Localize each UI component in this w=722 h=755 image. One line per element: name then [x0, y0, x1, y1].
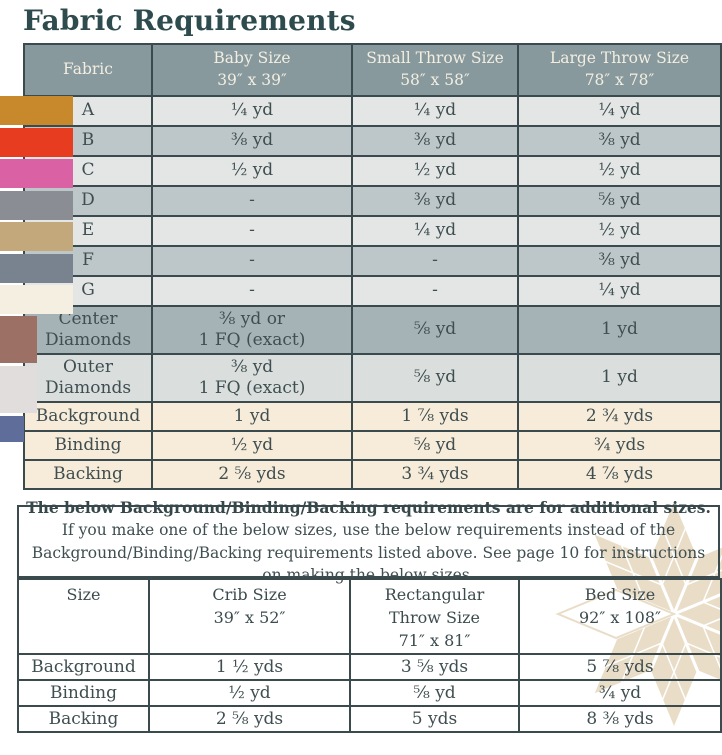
fabric-row-e: E - ¼ yd ½ yd — [23, 215, 722, 247]
fabric-swatch-g — [0, 285, 73, 314]
yardage-cell: ¼ yd — [517, 275, 722, 307]
yardage-cell: 4 ⅞ yds — [517, 459, 722, 490]
yardage-cell: ½ yd — [517, 215, 722, 247]
yardage-cell: ⅜ yd — [517, 125, 722, 157]
header-row: Fabric Baby Size 39″ x 39″ Small Throw S… — [23, 43, 722, 97]
yardage-cell: ¼ yd — [151, 95, 353, 127]
backing-row: Backing 2 ⅝ yds 5 yds 8 ⅜ yds — [17, 704, 722, 733]
fabric-requirements-table: Fabric Baby Size 39″ x 39″ Small Throw S… — [23, 43, 722, 490]
yardage-cell: ½ yd — [148, 678, 351, 707]
yardage-cell: ⅝ yd — [351, 305, 519, 355]
yardage-cell: 1 yd — [151, 401, 353, 432]
note-rest-text: If you make one of the below sizes, use … — [31, 521, 706, 584]
fabric-label: Background — [23, 401, 153, 432]
col-header-rectangular-throw-size: Rectangular Throw Size 71″ x 81″ — [349, 578, 520, 655]
yardage-cell: 5 yds — [349, 704, 520, 733]
fabric-row-d: D - ⅜ yd ⅝ yd — [23, 185, 722, 217]
yardage-cell: 1 yd — [517, 305, 722, 355]
yardage-cell: ¼ yd — [517, 95, 722, 127]
fabric-label: Outer Diamonds — [23, 353, 153, 403]
note-bold-text: The below Background/Binding/Backing req… — [26, 497, 711, 517]
yardage-cell: ½ yd — [151, 430, 353, 461]
background-row: Background 1 yd 1 ⅞ yds 2 ¾ yds — [23, 401, 722, 432]
yardage-cell: ¾ yds — [517, 430, 722, 461]
yardage-cell: ½ yd — [151, 155, 353, 187]
col-header-fabric: Fabric — [23, 43, 153, 97]
fabric-swatch-e — [0, 222, 73, 251]
binding-row: Binding ½ yd ⅝ yd ¾ yd — [17, 678, 722, 707]
size-label: Backing — [17, 704, 150, 733]
col-header-small-throw-size: Small Throw Size 58″ x 58″ — [351, 43, 519, 97]
yardage-cell: ¼ yd — [351, 215, 519, 247]
center-diamonds-row: Center Diamonds ⅜ yd or 1 FQ (exact) ⅝ y… — [23, 305, 722, 355]
col-header-large-throw-size: Large Throw Size 78″ x 78″ — [517, 43, 722, 97]
yardage-cell: 1 ⅞ yds — [351, 401, 519, 432]
yardage-cell: - — [151, 185, 353, 217]
yardage-cell: - — [151, 215, 353, 247]
yardage-cell: - — [151, 275, 353, 307]
yardage-cell: ⅜ yd 1 FQ (exact) — [151, 353, 353, 403]
yardage-cell: ⅝ yd — [517, 185, 722, 217]
size-label: Binding — [17, 678, 150, 707]
yardage-cell: ½ yd — [517, 155, 722, 187]
yardage-cell: 3 ¾ yds — [351, 459, 519, 490]
col-header-baby-size: Baby Size 39″ x 39″ — [151, 43, 353, 97]
yardage-cell: ½ yd — [351, 155, 519, 187]
fabric-row-b: B ⅜ yd ⅜ yd ⅜ yd — [23, 125, 722, 157]
yardage-cell: 1 ½ yds — [148, 652, 351, 681]
yardage-cell: - — [351, 275, 519, 307]
yardage-cell: ⅜ yd — [517, 245, 722, 277]
yardage-cell: 2 ¾ yds — [517, 401, 722, 432]
binding-row: Binding ½ yd ⅝ yd ¾ yds — [23, 430, 722, 461]
yardage-cell: 8 ⅜ yds — [518, 704, 722, 733]
note-text: The below Background/Binding/Backing req… — [19, 497, 718, 587]
col-header-size: Size — [17, 578, 150, 655]
col-header-bed-size: Bed Size 92″ x 108″ — [518, 578, 722, 655]
fabric-swatch-center-diamonds — [0, 316, 37, 363]
yardage-cell: ⅝ yd — [349, 678, 520, 707]
yardage-cell: 2 ⅝ yds — [148, 704, 351, 733]
yardage-cell: ¾ yd — [518, 678, 722, 707]
background-row: Background 1 ½ yds 3 ⅝ yds 5 ⅞ yds — [17, 652, 722, 681]
additional-sizes-table: Size Crib Size 39″ x 52″ Rectangular Thr… — [17, 578, 722, 733]
yardage-cell: ⅜ yd — [151, 125, 353, 157]
yardage-cell: 2 ⅝ yds — [151, 459, 353, 490]
fabric-swatch-f — [0, 254, 73, 283]
fabric-label: Backing — [23, 459, 153, 490]
fabric-row-g: G - - ¼ yd — [23, 275, 722, 307]
backing-row: Backing 2 ⅝ yds 3 ¾ yds 4 ⅞ yds — [23, 459, 722, 490]
fabric-swatch-outer-diamonds — [0, 366, 37, 413]
outer-diamonds-row: Outer Diamonds ⅜ yd 1 FQ (exact) ⅝ yd 1 … — [23, 353, 722, 403]
yardage-cell: ⅜ yd — [351, 185, 519, 217]
fabric-swatch-b — [0, 128, 73, 157]
fabric-label: Binding — [23, 430, 153, 461]
yardage-cell: ¼ yd — [351, 95, 519, 127]
yardage-cell: ⅝ yd — [351, 430, 519, 461]
fabric-swatch-d — [0, 191, 73, 220]
fabric-swatch-background — [0, 416, 24, 442]
yardage-cell: 3 ⅝ yds — [349, 652, 520, 681]
yardage-cell: ⅜ yd or 1 FQ (exact) — [151, 305, 353, 355]
size-label: Background — [17, 652, 150, 681]
yardage-cell: - — [351, 245, 519, 277]
yardage-cell: 1 yd — [517, 353, 722, 403]
header-row: Size Crib Size 39″ x 52″ Rectangular Thr… — [17, 578, 722, 655]
fabric-row-f: F - - ⅜ yd — [23, 245, 722, 277]
fabric-swatch-c — [0, 159, 73, 188]
additional-sizes-note: The below Background/Binding/Backing req… — [17, 498, 720, 584]
yardage-cell: ⅝ yd — [351, 353, 519, 403]
fabric-row-a: A ¼ yd ¼ yd ¼ yd — [23, 95, 722, 127]
fabric-swatch-a — [0, 96, 73, 125]
yardage-cell: - — [151, 245, 353, 277]
yardage-cell: 5 ⅞ yds — [518, 652, 722, 681]
col-header-crib-size: Crib Size 39″ x 52″ — [148, 578, 351, 655]
page-title: Fabric Requirements — [23, 4, 356, 37]
fabric-row-c: C ½ yd ½ yd ½ yd — [23, 155, 722, 187]
yardage-cell: ⅜ yd — [351, 125, 519, 157]
